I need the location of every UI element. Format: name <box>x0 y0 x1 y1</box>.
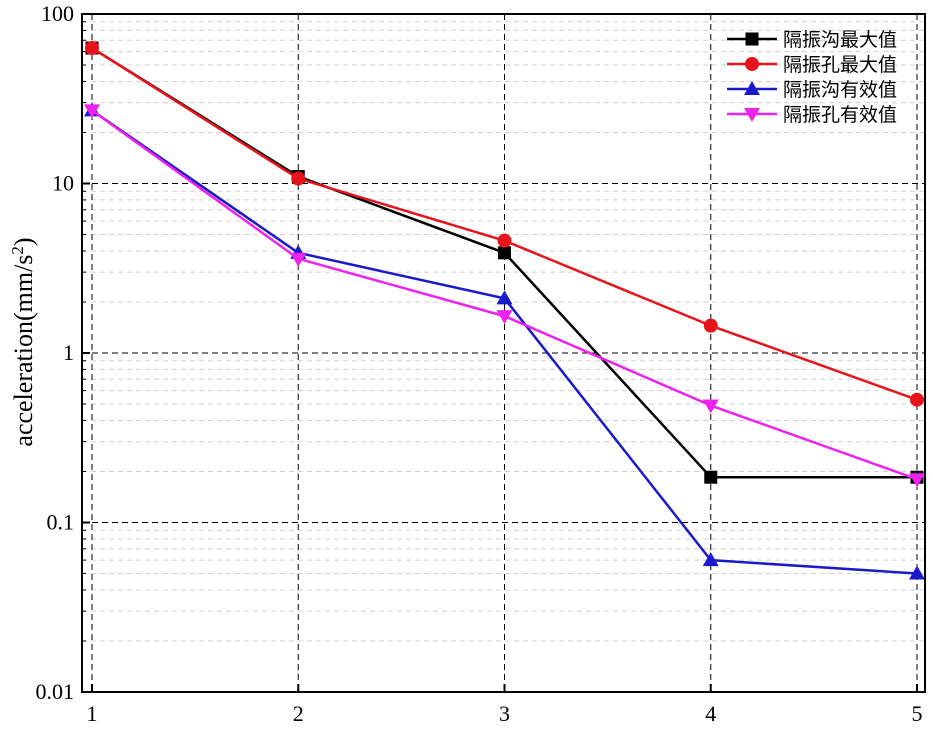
y-axis-label-sup: 2 <box>8 246 27 255</box>
series-4-point <box>909 473 925 488</box>
legend-label-1: 隔振沟最大值 <box>783 29 897 51</box>
legend-label-2: 隔振孔最大值 <box>783 54 897 76</box>
x-tick-label: 1 <box>87 701 98 726</box>
y-tick-label: 0.01 <box>36 679 75 704</box>
x-tick-label: 3 <box>499 701 510 726</box>
series-2-point <box>291 171 306 186</box>
series-1-point <box>704 470 718 484</box>
series-2-point <box>85 41 99 56</box>
series-2-point <box>497 233 512 248</box>
series-layer <box>84 41 925 580</box>
series-2-point <box>703 318 718 333</box>
series-3-point <box>702 552 719 567</box>
series-4-point <box>702 399 719 414</box>
y-axis-label-close: ) <box>9 237 38 246</box>
y-tick-label: 0.1 <box>47 510 75 535</box>
y-tick-label: 1 <box>63 340 74 365</box>
y-axis-label-base: acceleration(mm/s <box>9 255 38 447</box>
series-3-point <box>909 565 925 580</box>
legend-marker-3 <box>744 81 760 95</box>
series-4-point <box>290 252 307 267</box>
y-tick-label: 100 <box>41 1 74 26</box>
legend-label-4: 隔振孔有效值 <box>783 104 897 126</box>
series-3-point <box>496 290 513 305</box>
x-tick-label: 5 <box>912 701 923 726</box>
legend-marker-2 <box>745 57 759 71</box>
y-axis-label: acceleration(mm/s2) <box>8 237 39 446</box>
series-4-point <box>84 104 100 119</box>
legend-marker-4 <box>744 108 760 122</box>
x-tick-label: 4 <box>705 701 716 726</box>
series-1-point <box>498 246 511 260</box>
legend-label-3: 隔振沟有效值 <box>783 79 897 101</box>
legend-marker-1 <box>745 32 759 46</box>
series-4-point <box>496 310 513 325</box>
y-tick-label: 10 <box>52 171 74 196</box>
x-tick-label: 2 <box>293 701 304 726</box>
series-2-point <box>910 392 924 407</box>
axes: 0.01 0.1 1 10 100 1 2 3 4 5 <box>36 1 923 726</box>
